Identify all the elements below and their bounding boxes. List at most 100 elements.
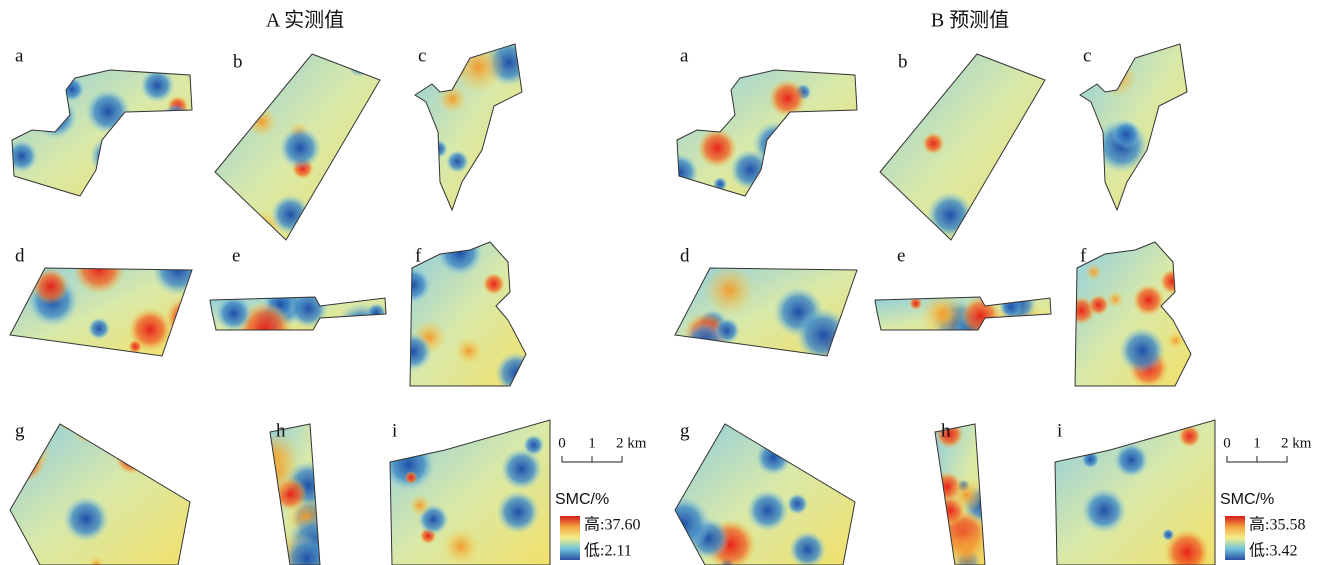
map-label: e — [232, 245, 240, 266]
panel: B 预测值abcdefghi012 kmSMC/%高:35.58低:3.42 — [656, 9, 1312, 565]
map-label: a — [680, 45, 689, 66]
blob — [358, 140, 377, 159]
blob — [452, 41, 505, 94]
blob — [1011, 220, 1035, 244]
blob — [159, 419, 212, 472]
blob — [115, 442, 147, 474]
blob — [1167, 332, 1184, 349]
map-label: e — [897, 245, 905, 266]
map-label: f — [1080, 245, 1087, 266]
blob — [1020, 203, 1040, 223]
blob — [867, 123, 904, 160]
legend-title: SMC/% — [555, 491, 609, 508]
blob — [437, 230, 483, 276]
blob — [1107, 291, 1125, 309]
blob — [165, 297, 207, 339]
blob — [446, 150, 469, 173]
blob — [85, 89, 130, 134]
map-label: g — [15, 420, 25, 441]
legend-low: 低:2.11 — [584, 542, 632, 560]
blob — [404, 135, 426, 157]
blob — [1060, 439, 1074, 453]
map-label: d — [680, 245, 690, 266]
blob — [704, 265, 755, 316]
blob — [1160, 269, 1185, 294]
map — [5, 68, 192, 196]
map-label: g — [680, 420, 690, 441]
blob — [796, 308, 851, 363]
scale-label: 1 — [588, 435, 596, 451]
map — [656, 424, 855, 565]
blob — [249, 447, 300, 498]
map — [248, 424, 342, 565]
color-ramp — [560, 516, 580, 560]
blob — [922, 132, 944, 154]
blob — [117, 132, 154, 169]
blob — [834, 332, 847, 345]
color-ramp — [1225, 516, 1245, 560]
map-label: b — [233, 51, 243, 72]
figure: A 实测值 a b c d e f g h i 0 1 2 km SMC/% 高:37.60 低:2.11 B … — [0, 0, 1335, 565]
blob — [395, 267, 431, 303]
blob — [523, 434, 544, 455]
map-label: h — [941, 420, 951, 441]
blob — [746, 489, 788, 531]
map-label: d — [15, 245, 25, 266]
blob — [366, 303, 386, 323]
blob — [1133, 284, 1165, 316]
blob — [840, 461, 853, 474]
blob — [5, 140, 38, 173]
blob — [289, 289, 328, 328]
blob — [409, 494, 431, 516]
legend-high: 高:35.58 — [1249, 516, 1305, 534]
blob — [63, 496, 109, 542]
blob — [279, 127, 321, 169]
blob — [210, 108, 237, 135]
panel-title: A 实测值 — [266, 9, 344, 32]
blob — [88, 317, 110, 339]
map-label: f — [415, 245, 422, 266]
blob — [348, 53, 372, 77]
blob — [1072, 159, 1098, 185]
map — [1055, 415, 1215, 565]
blob — [271, 195, 311, 235]
map-label: i — [1057, 420, 1062, 441]
blob — [1119, 327, 1166, 374]
blob — [433, 34, 456, 57]
blob — [927, 192, 974, 239]
blob — [1082, 488, 1127, 533]
scale-label: 0 — [558, 435, 566, 451]
map-label: i — [392, 420, 397, 441]
blob — [34, 96, 77, 139]
blob — [171, 442, 189, 460]
blob — [1085, 263, 1102, 280]
map — [210, 53, 380, 247]
panel-title: B 预测值 — [931, 9, 1009, 32]
blob — [713, 177, 727, 191]
blob — [59, 77, 84, 102]
map — [932, 420, 1002, 565]
blob — [999, 295, 1022, 318]
blob — [1112, 120, 1141, 149]
blob — [931, 302, 954, 325]
blob — [1162, 528, 1174, 540]
blob — [455, 337, 483, 365]
blob — [661, 153, 699, 191]
blob — [60, 418, 72, 430]
scale-label: 2 km — [1281, 435, 1312, 451]
scale-label: 2 km — [616, 435, 647, 451]
map — [382, 420, 550, 565]
blob — [246, 106, 277, 137]
blob — [1088, 295, 1109, 316]
blob — [1097, 57, 1137, 97]
map — [875, 285, 1051, 347]
blob — [483, 273, 505, 295]
blob — [216, 295, 253, 332]
blob — [405, 471, 418, 484]
blob — [484, 165, 536, 217]
blob — [162, 104, 189, 131]
legend-high: 高:37.60 — [584, 516, 640, 534]
blob — [787, 493, 809, 515]
map-label: c — [418, 45, 426, 66]
